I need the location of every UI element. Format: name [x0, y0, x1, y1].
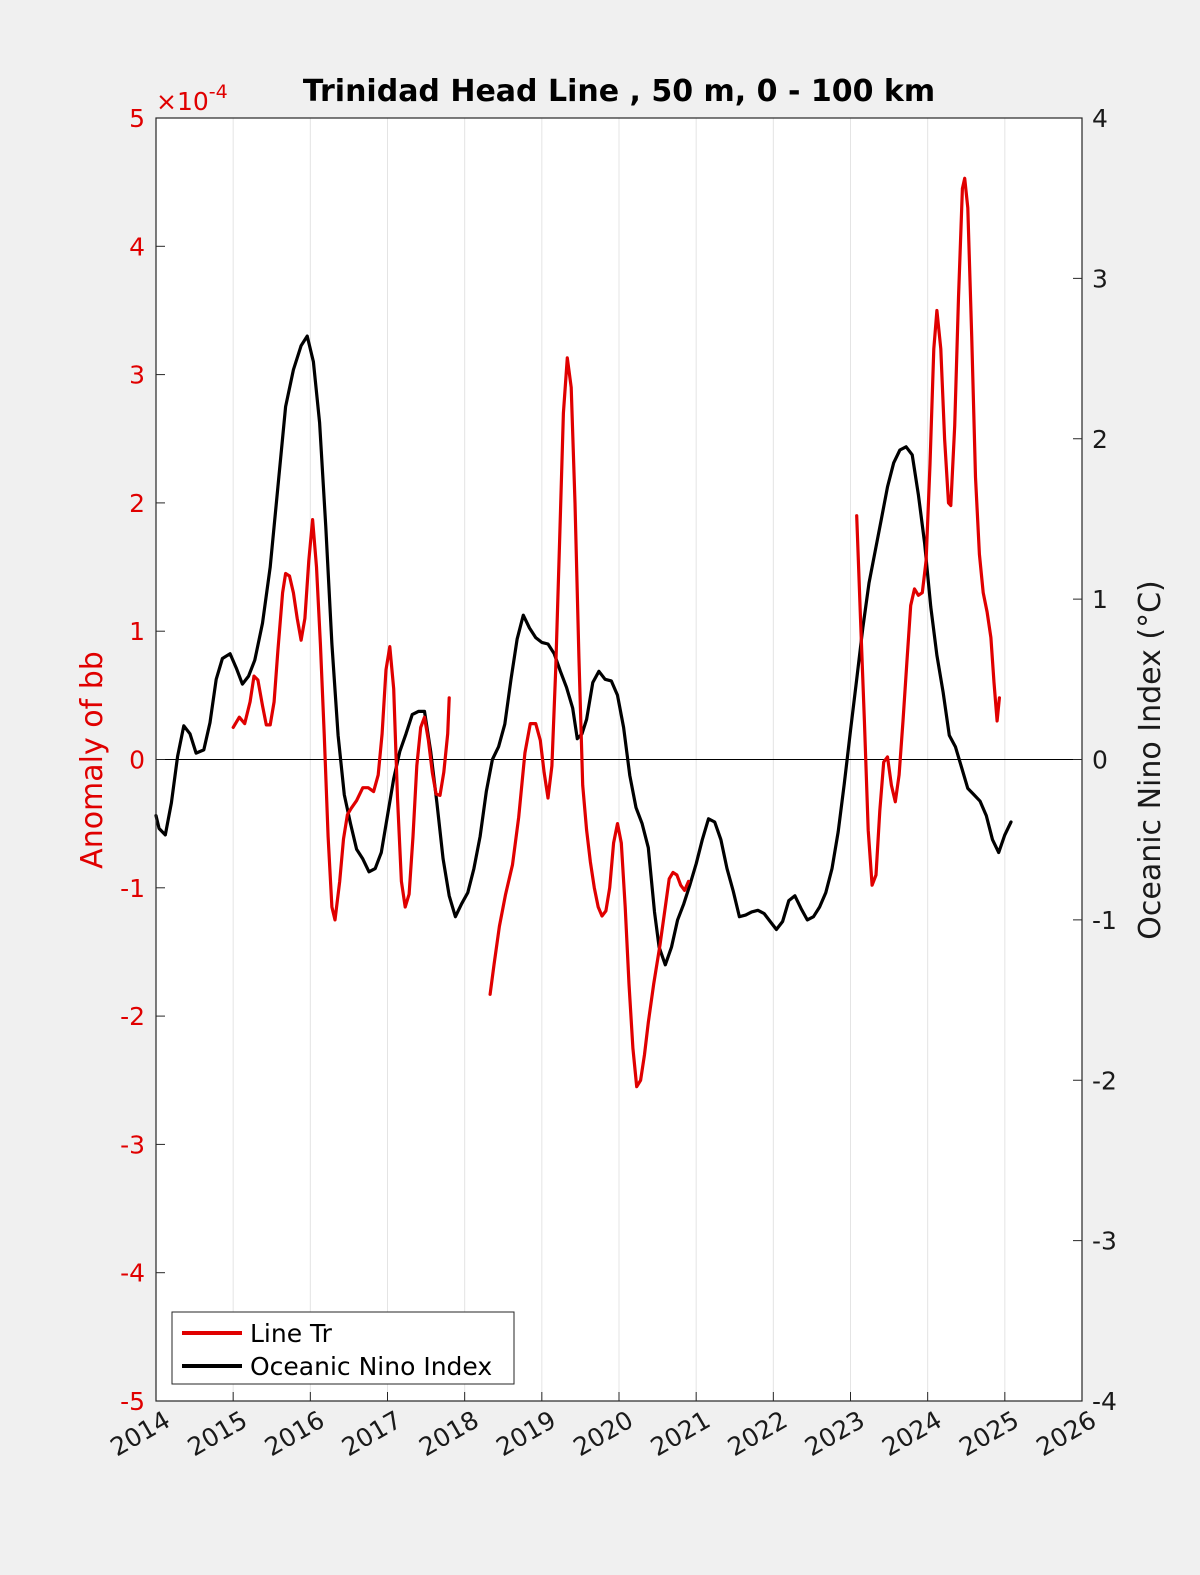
y-tick-label-left: -3 [120, 1130, 145, 1159]
y-tick-label-left: 5 [129, 104, 145, 133]
y-tick-label-right: -1 [1092, 906, 1117, 935]
y-tick-label-left: 1 [129, 617, 145, 646]
legend-label-oni: Oceanic Nino Index [250, 1352, 492, 1381]
x-tick-label: 2018 [414, 1405, 484, 1462]
x-tick-label: 2017 [337, 1405, 407, 1462]
x-axis: 2014 2015 2016 2017 2018 2019 2020 2021 2022 2023… [105, 1392, 1101, 1462]
y-tick-label-left: -1 [120, 874, 145, 903]
x-tick-label: 2015 [183, 1405, 253, 1462]
y-axis-label-left: Anomaly of bb [75, 651, 110, 869]
y-axis-label-right: Oceanic Nino Index (°C) [1133, 580, 1168, 940]
right-axis: 4 3 2 1 0 -1 -2 -3 -4 [1073, 104, 1117, 1416]
series-line-tr-segment-0 [231, 518, 451, 922]
y-multiplier-label: ×10-4 [156, 81, 228, 116]
y-tick-label-right: 2 [1092, 425, 1108, 454]
y-tick-label-left: 3 [129, 361, 145, 390]
series-layer [154, 176, 1013, 1089]
series-line-tr-segment-1 [488, 356, 691, 1089]
legend-box [171, 1311, 515, 1385]
y-tick-label-right: 3 [1092, 264, 1108, 293]
y-tick-label-right: -4 [1092, 1387, 1117, 1416]
series-line-tr-segment-2 [855, 176, 1001, 887]
y-tick-label-left: -5 [120, 1387, 145, 1416]
x-tick-label: 2016 [260, 1405, 330, 1462]
y-tick-label-left: -4 [120, 1259, 145, 1288]
x-tick-label: 2021 [646, 1405, 716, 1462]
legend-label-line-tr: Line Tr [250, 1319, 333, 1348]
y-multiplier-exponent: -4 [209, 81, 228, 103]
y-tick-label-left: 2 [129, 489, 145, 518]
x-tick-label: 2025 [954, 1405, 1024, 1462]
x-tick-label: 2019 [491, 1405, 561, 1462]
left-axis: 5 4 3 2 1 0 -1 -2 -3 -4 -5 [120, 104, 165, 1416]
legend: Line Tr Oceanic Nino Index [171, 1311, 515, 1385]
y-tick-label-right: 4 [1092, 104, 1108, 133]
y-tick-label-left: 4 [129, 232, 145, 261]
x-tick-label: 2022 [723, 1405, 793, 1462]
x-tick-label: 2023 [800, 1405, 870, 1462]
x-tick-label: 2026 [1031, 1405, 1101, 1462]
y-multiplier-base: ×10 [156, 87, 209, 116]
y-tick-label-left: -2 [120, 1002, 145, 1031]
y-tick-label-left: 0 [129, 746, 145, 775]
x-tick-label: 2020 [568, 1405, 638, 1462]
y-tick-label-right: 1 [1092, 585, 1108, 614]
y-tick-label-right: 0 [1092, 746, 1108, 775]
y-tick-label-right: -3 [1092, 1227, 1117, 1256]
chart-title: Trinidad Head Line , 50 m, 0 - 100 km [303, 74, 935, 109]
x-tick-label: 2024 [877, 1405, 947, 1462]
y-tick-label-right: -2 [1092, 1066, 1117, 1095]
series-oni-segment-0 [154, 334, 1013, 967]
